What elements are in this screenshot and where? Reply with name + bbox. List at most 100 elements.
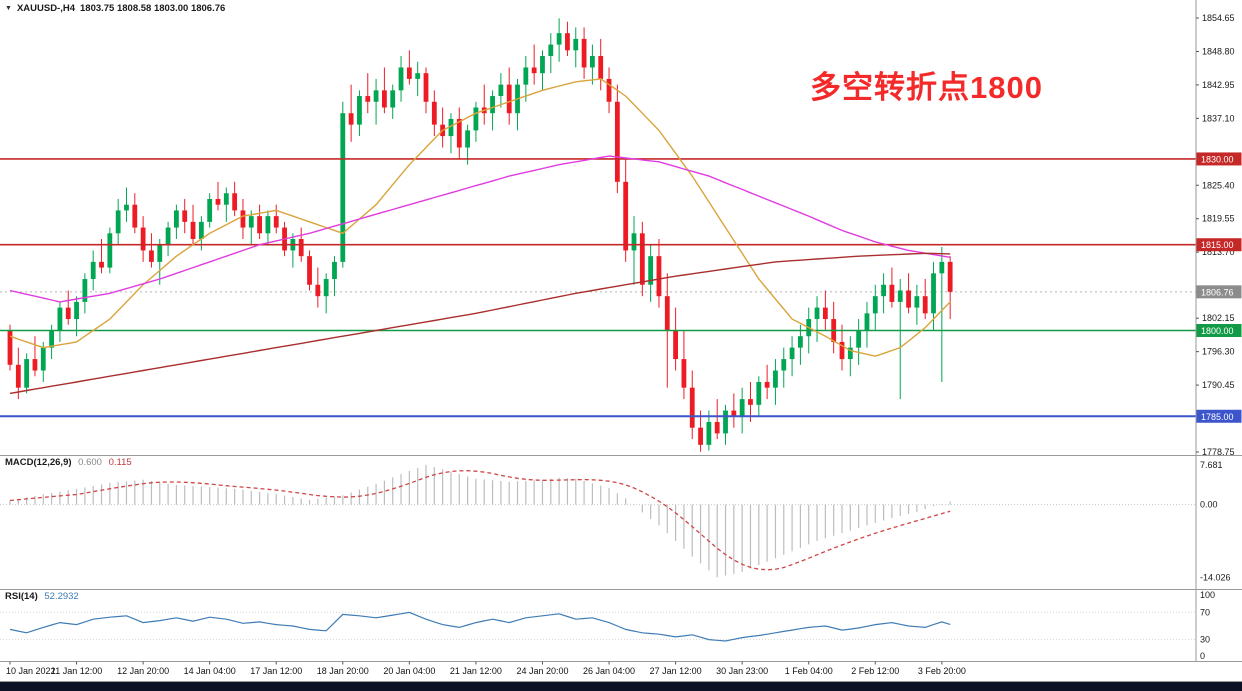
candle (257, 204, 262, 240)
rsi-curve (9, 611, 951, 642)
candle (673, 307, 678, 371)
time-tick-label: 2 Feb 12:00 (851, 666, 899, 676)
candle (65, 290, 71, 325)
candle (606, 67, 612, 114)
candle (240, 198, 246, 240)
candle (323, 273, 329, 314)
macd-scale-label: -14.026 (1200, 572, 1231, 582)
taskbar-strip[interactable] (0, 682, 1242, 691)
candle (598, 38, 604, 91)
candle (531, 44, 537, 85)
candle (789, 336, 795, 377)
candle (40, 341, 46, 382)
ma-mid-magenta (9, 155, 951, 303)
time-tick-label: 24 Jan 20:00 (516, 666, 568, 676)
time-tick-label: 18 Jan 20:00 (317, 666, 369, 676)
candle (939, 247, 945, 382)
candle (723, 404, 728, 445)
candle (506, 67, 512, 125)
candle (490, 90, 495, 131)
candle (423, 67, 429, 114)
rsi-scale-label: 100 (1200, 590, 1215, 600)
candle (157, 239, 163, 285)
macd-signal-value: 0.115 (108, 457, 132, 468)
candle (248, 210, 254, 245)
price-tick-label: 1796.30 (1202, 347, 1235, 357)
candle (290, 233, 296, 268)
candle (631, 216, 637, 285)
candle (124, 187, 129, 222)
candle (332, 256, 337, 297)
macd-scale-label: 0.00 (1200, 500, 1218, 510)
candle (149, 233, 154, 268)
svg-text:1830.00: 1830.00 (1201, 154, 1234, 164)
price-tick-label: 1819.55 (1202, 214, 1235, 224)
candle (590, 44, 595, 85)
rsi-name: RSI(14) (5, 591, 38, 602)
candle (32, 336, 38, 377)
symbol-title: XAUUSD-,H4 (16, 3, 75, 14)
candle (182, 198, 188, 234)
candle (373, 78, 379, 125)
candle (731, 393, 737, 428)
candle (406, 50, 412, 85)
candle (448, 113, 454, 154)
price-badge-1830.00: 1830.00 (1196, 152, 1242, 166)
candle (398, 56, 404, 102)
candle (74, 296, 79, 337)
chevron-down-icon[interactable]: ▼ (5, 5, 12, 12)
time-tick-label: 14 Jan 04:00 (184, 666, 236, 676)
candle (922, 279, 928, 320)
candle (440, 107, 446, 148)
candle (548, 33, 554, 74)
candle (273, 204, 279, 234)
candle (348, 84, 354, 142)
candle (190, 204, 196, 245)
candle (431, 90, 437, 137)
time-tick-label: 12 Jan 20:00 (117, 666, 169, 676)
candle (573, 27, 579, 68)
candle (698, 410, 703, 452)
candle (207, 193, 213, 228)
time-tick-label: 30 Jan 23:00 (716, 666, 768, 676)
svg-text:1800.00: 1800.00 (1201, 326, 1234, 336)
price-badge-1800.00: 1800.00 (1196, 323, 1242, 337)
time-tick-label: 21 Jan 12:00 (450, 666, 502, 676)
time-tick-label: 20 Jan 04:00 (383, 666, 435, 676)
candle (689, 370, 695, 440)
candle (340, 101, 346, 268)
time-tick-label: 3 Feb 20:00 (918, 666, 966, 676)
candle (456, 107, 462, 159)
candle (315, 267, 321, 308)
price-tick-label: 1813.70 (1202, 247, 1235, 257)
candle (473, 101, 479, 142)
symbol-info: ▼ XAUUSD-,H4 1803.75 1808.58 1803.00 180… (5, 3, 225, 14)
price-tick-label: 1837.10 (1202, 113, 1235, 123)
candle (90, 250, 96, 291)
time-tick-label: 26 Jan 04:00 (583, 666, 635, 676)
price-tick-label: 1790.45 (1202, 380, 1235, 390)
macd-signal-curve (9, 470, 951, 571)
macd-histogram (9, 464, 951, 578)
candle (223, 187, 229, 222)
price-tick-label: 1825.40 (1202, 180, 1235, 190)
price-axis: 1854.65 1848.80 1842.95 1837.10 1825.40 1819.… (1196, 13, 1235, 457)
price-tick-label: 1848.80 (1202, 46, 1235, 56)
candle (798, 324, 803, 365)
price-tick-label: 1842.95 (1202, 80, 1235, 90)
candle (764, 364, 770, 400)
macd-scale-label: 7.681 (1200, 460, 1223, 470)
candle (382, 67, 387, 114)
svg-text:1815.00: 1815.00 (1201, 240, 1234, 250)
candle (623, 158, 629, 262)
price-tick-label: 1778.75 (1202, 447, 1235, 457)
candle (15, 347, 21, 400)
price-tick-label: 1802.15 (1202, 313, 1235, 323)
price-badge-1815.00: 1815.00 (1196, 238, 1242, 252)
candle (498, 73, 504, 108)
candle (107, 227, 113, 274)
candle (140, 216, 146, 262)
